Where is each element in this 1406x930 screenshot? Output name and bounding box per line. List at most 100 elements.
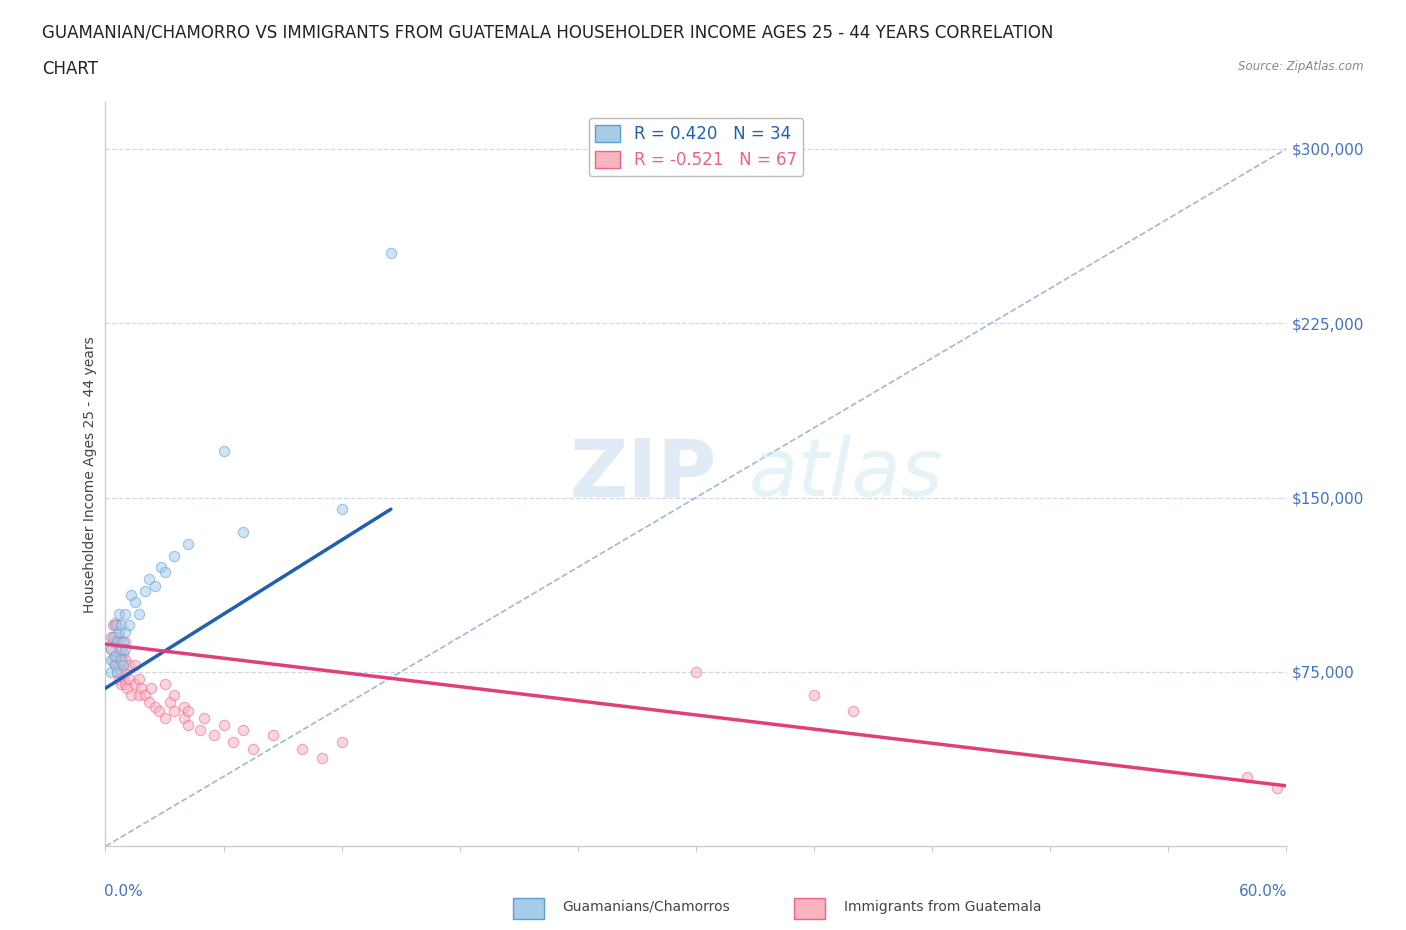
Point	[262, 727, 284, 742]
Point	[118, 671, 141, 686]
Point	[104, 616, 127, 631]
Point	[380, 246, 402, 260]
Point	[115, 681, 138, 696]
Point	[124, 595, 146, 610]
Point	[103, 653, 125, 668]
Point	[114, 625, 136, 640]
Point	[193, 711, 215, 725]
Text: 60.0%: 60.0%	[1239, 884, 1288, 898]
Point	[110, 642, 132, 657]
Point	[110, 618, 132, 633]
Y-axis label: Householder Income Ages 25 - 44 years: Householder Income Ages 25 - 44 years	[83, 336, 97, 613]
Point	[232, 525, 254, 539]
Point	[108, 671, 131, 686]
Point	[100, 642, 122, 657]
Point	[100, 642, 122, 657]
Point	[104, 658, 127, 672]
Point	[159, 695, 181, 710]
Point	[112, 634, 135, 649]
Point	[128, 688, 150, 703]
Point	[212, 718, 235, 733]
Text: Guamanians/Chamorros: Guamanians/Chamorros	[562, 899, 730, 914]
Point	[148, 704, 170, 719]
Text: Source: ZipAtlas.com: Source: ZipAtlas.com	[1239, 60, 1364, 73]
Point	[120, 688, 142, 703]
Point	[103, 630, 125, 644]
Point	[105, 618, 128, 633]
Text: GUAMANIAN/CHAMORRO VS IMMIGRANTS FROM GUATEMALA HOUSEHOLDER INCOME AGES 25 - 44 : GUAMANIAN/CHAMORRO VS IMMIGRANTS FROM GU…	[42, 23, 1053, 41]
Point	[242, 741, 264, 756]
Point	[173, 711, 195, 725]
Point	[1236, 769, 1258, 784]
Point	[110, 648, 132, 663]
Text: ZIP: ZIP	[569, 435, 717, 513]
Point	[202, 727, 225, 742]
Text: CHART: CHART	[42, 60, 98, 78]
Point	[153, 676, 176, 691]
Point	[153, 711, 176, 725]
Point	[685, 664, 707, 679]
Point	[153, 565, 176, 579]
Point	[138, 695, 160, 710]
Point	[138, 571, 160, 587]
Point	[173, 699, 195, 714]
Point	[124, 676, 146, 691]
Point	[104, 658, 127, 672]
Point	[112, 670, 135, 684]
Point	[114, 664, 136, 679]
Point	[103, 618, 125, 633]
Point	[118, 618, 141, 633]
Point	[118, 658, 141, 672]
Point	[212, 444, 235, 458]
Point	[163, 549, 186, 564]
Legend: R = 0.420   N = 34, R = -0.521   N = 67: R = 0.420 N = 34, R = -0.521 N = 67	[589, 118, 803, 176]
Point	[129, 681, 152, 696]
Point	[139, 681, 162, 696]
Point	[108, 625, 131, 640]
Point	[177, 718, 200, 733]
Point	[105, 664, 128, 679]
Point	[100, 653, 122, 668]
Point	[104, 648, 127, 663]
Point	[149, 560, 172, 575]
Point	[143, 578, 166, 593]
Point	[108, 642, 131, 657]
Point	[114, 606, 136, 621]
Point	[105, 653, 128, 668]
Point	[128, 671, 150, 686]
Point	[330, 502, 353, 517]
Point	[114, 634, 136, 649]
Point	[120, 588, 142, 603]
Point	[110, 664, 132, 679]
Point	[103, 634, 125, 649]
Point	[114, 642, 136, 657]
Point	[108, 658, 131, 672]
Point	[188, 723, 211, 737]
Point	[134, 583, 156, 598]
Point	[104, 618, 127, 633]
Point	[134, 688, 156, 703]
Point	[842, 704, 865, 719]
Point	[105, 634, 128, 649]
Point	[177, 704, 200, 719]
Point	[100, 630, 122, 644]
Point	[128, 606, 150, 621]
Text: atlas: atlas	[749, 435, 943, 513]
Point	[222, 735, 245, 750]
Point	[114, 653, 136, 668]
Point	[803, 688, 825, 703]
Text: Immigrants from Guatemala: Immigrants from Guatemala	[844, 899, 1040, 914]
Point	[104, 630, 127, 644]
Point	[1265, 781, 1288, 796]
Point	[114, 676, 136, 691]
Point	[163, 704, 186, 719]
Point	[105, 664, 128, 679]
Point	[112, 658, 135, 672]
Point	[108, 606, 131, 621]
Point	[110, 653, 132, 668]
Point	[291, 741, 314, 756]
Point	[330, 735, 353, 750]
Point	[105, 634, 128, 649]
Point	[100, 664, 122, 679]
Text: 0.0%: 0.0%	[104, 884, 143, 898]
